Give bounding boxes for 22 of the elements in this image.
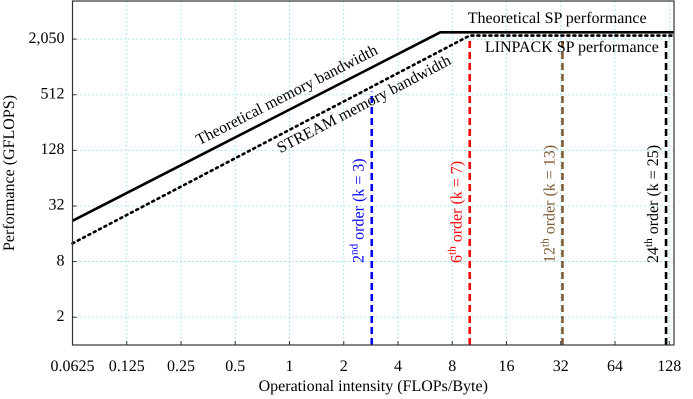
- y-tick-label: 512: [40, 85, 64, 102]
- x-tick-label: 64: [607, 358, 624, 375]
- x-tick-label: 0.0625: [50, 358, 94, 375]
- annotation: LINPACK SP performance: [484, 39, 659, 56]
- x-tick-label: 2: [340, 358, 348, 375]
- y-tick-label: 2: [56, 308, 64, 325]
- x-axis-title: Operational intensity (FLOPs/Byte): [258, 378, 488, 395]
- x-tick-label: 32: [552, 358, 569, 375]
- x-tick-label: 0.125: [108, 358, 145, 375]
- x-tick-label: 0.5: [225, 358, 246, 375]
- x-tick-label: 4: [394, 358, 402, 375]
- y-tick-label: 128: [40, 141, 64, 158]
- y-tick-label: 32: [48, 196, 64, 214]
- y-axis-title: Performance (GFLOPS): [1, 95, 18, 251]
- x-tick-label: 0.25: [167, 358, 195, 375]
- annotation: Theoretical SP performance: [468, 10, 647, 27]
- x-tick-label: 16: [498, 358, 515, 375]
- x-tick-label: 128: [657, 358, 682, 375]
- y-tick-label: 8: [56, 252, 64, 270]
- y-tick-label: 2,050: [28, 30, 64, 47]
- x-tick-label: 1: [286, 358, 294, 375]
- x-tick-label: 8: [448, 358, 456, 375]
